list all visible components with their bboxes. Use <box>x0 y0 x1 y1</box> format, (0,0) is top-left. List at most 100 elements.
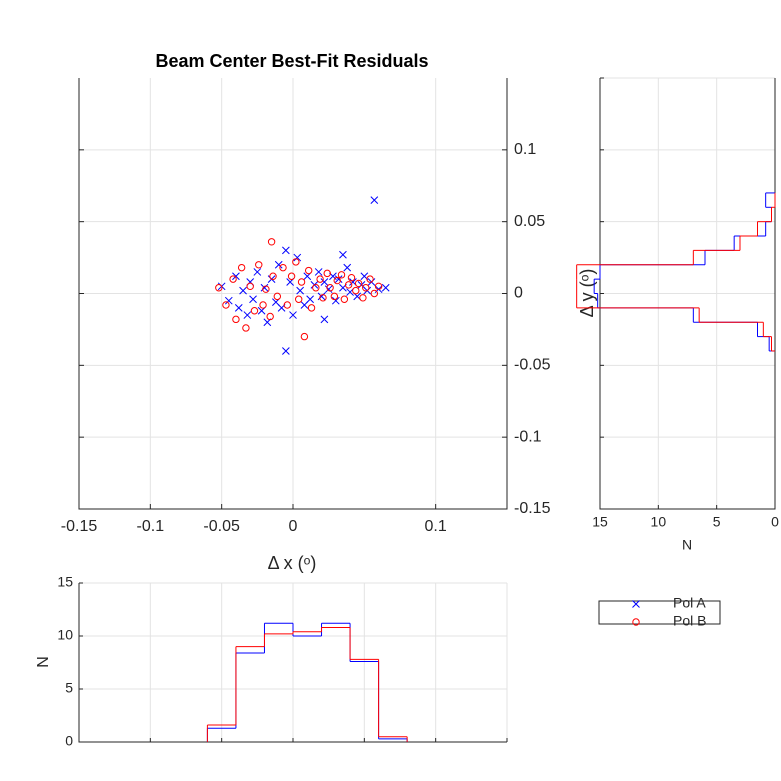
legend-label: Pol A <box>673 595 706 611</box>
marker <box>222 301 230 309</box>
y-tick-label: 0.1 <box>514 141 536 158</box>
marker <box>260 283 269 292</box>
x-tick-label: 0.1 <box>425 518 447 535</box>
marker <box>229 275 237 283</box>
x-axis-label: Δ x (ᵒ) <box>268 553 317 573</box>
marker <box>359 294 367 302</box>
marker <box>239 286 247 295</box>
y-tick-label: -0.15 <box>514 500 551 517</box>
y-tick-label: 5 <box>65 680 73 696</box>
y-tick-label: -0.05 <box>514 357 551 374</box>
marker <box>215 284 223 292</box>
marker <box>347 273 356 282</box>
y-axis-label: Δ y (ᵒ) <box>577 269 597 318</box>
plot-area <box>206 622 408 742</box>
legend-label: Pol B <box>673 613 706 629</box>
marker <box>334 275 343 283</box>
marker <box>370 289 379 298</box>
marker <box>273 292 282 301</box>
marker <box>317 292 326 301</box>
marker <box>267 238 276 246</box>
legend: Pol A Pol B <box>598 595 721 629</box>
marker <box>243 311 252 319</box>
marker <box>246 282 254 291</box>
marker <box>352 286 360 295</box>
marker <box>304 266 313 275</box>
marker <box>354 279 363 288</box>
x-tick-label: 0 <box>771 514 779 530</box>
x-axis-label: N <box>682 537 692 553</box>
marker <box>266 312 274 321</box>
y-tick-label: 10 <box>57 627 73 643</box>
marker <box>237 263 246 272</box>
y-tick-label: 0 <box>65 733 73 749</box>
marker <box>269 272 277 280</box>
marker <box>295 295 303 303</box>
marker <box>370 196 379 204</box>
marker <box>324 285 333 294</box>
x-tick-label: 5 <box>713 514 721 530</box>
y-tick-label: 0 <box>514 285 523 302</box>
marker <box>259 301 267 309</box>
marker <box>242 324 250 332</box>
chart-title: Beam Center Best-Fit Residuals <box>155 51 428 71</box>
marker <box>343 263 352 272</box>
marker <box>293 253 302 262</box>
x-tick-label: -0.1 <box>137 518 165 535</box>
x-tick-label: -0.15 <box>61 518 98 535</box>
marker <box>255 261 263 269</box>
marker <box>287 272 296 280</box>
marker <box>232 272 240 281</box>
x-tick-label: 10 <box>651 514 667 530</box>
marker <box>232 315 240 324</box>
marker <box>344 281 353 289</box>
marker <box>282 347 290 355</box>
marker <box>250 307 259 315</box>
legend-box <box>598 600 721 625</box>
marker <box>320 278 329 286</box>
marker <box>326 284 334 292</box>
marker <box>296 286 304 295</box>
marker <box>283 301 291 309</box>
plot-area <box>215 196 390 355</box>
marker <box>316 275 324 283</box>
marker <box>224 296 233 305</box>
marker <box>274 260 283 269</box>
plot-area <box>576 192 776 352</box>
marker <box>312 284 320 292</box>
marker <box>282 246 290 255</box>
marker <box>297 278 306 286</box>
y-tick-label: 0.05 <box>514 213 545 230</box>
marker <box>330 292 339 301</box>
marker <box>323 269 331 278</box>
y-axis-label: N <box>35 656 52 668</box>
marker <box>279 263 287 272</box>
marker <box>234 304 243 312</box>
marker <box>337 271 346 279</box>
marker <box>253 268 262 276</box>
marker <box>366 275 374 283</box>
legend-marker <box>632 618 640 626</box>
marker <box>307 304 316 312</box>
marker <box>331 296 340 305</box>
marker <box>319 294 327 302</box>
marker <box>262 285 270 293</box>
marker <box>300 332 309 341</box>
y-tick-label: 15 <box>57 574 73 590</box>
marker <box>339 250 347 259</box>
marker <box>374 282 383 291</box>
legend-marker <box>632 600 640 608</box>
x-tick-label: 0 <box>289 518 298 535</box>
x-tick-label: 15 <box>592 514 608 530</box>
x-tick-label: -0.05 <box>203 518 240 535</box>
marker <box>306 295 314 304</box>
marker <box>333 276 341 285</box>
marker <box>320 315 329 324</box>
marker <box>362 284 370 292</box>
marker <box>340 295 349 303</box>
marker <box>381 283 390 292</box>
y-tick-label: -0.1 <box>514 428 542 445</box>
marker <box>289 311 297 319</box>
